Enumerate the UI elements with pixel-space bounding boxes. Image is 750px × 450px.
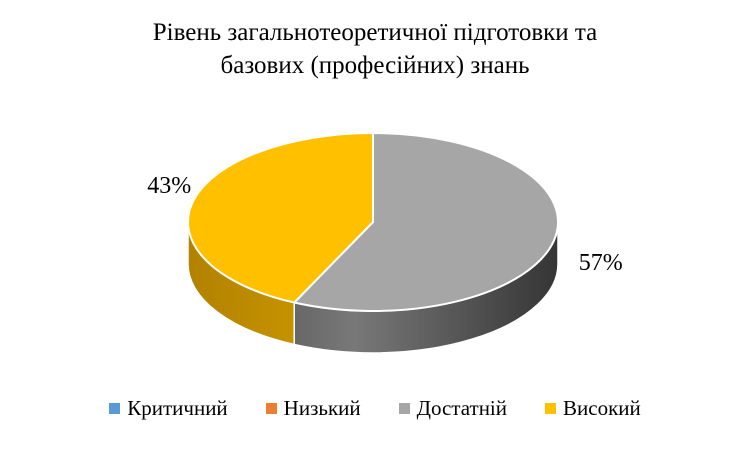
legend-label: Низький bbox=[283, 396, 361, 420]
chart-title: Рівень загальнотеоретичної підготовки та… bbox=[0, 16, 750, 82]
legend-item-1: Низький bbox=[265, 396, 361, 421]
chart-title-line2: базових (професійних) знань bbox=[220, 52, 530, 79]
legend-item-0: Критичний bbox=[109, 396, 228, 421]
legend-swatch bbox=[545, 403, 557, 414]
legend: Критичний Низький Достатній Високий bbox=[0, 396, 750, 421]
pie-slice-3 bbox=[187, 132, 374, 304]
pie-slice-2 bbox=[293, 132, 559, 312]
legend-label: Високий bbox=[563, 396, 641, 420]
legend-item-3: Високий bbox=[545, 396, 641, 421]
legend-label: Критичний bbox=[127, 396, 228, 420]
legend-item-2: Достатній bbox=[398, 396, 508, 421]
data-label: 57% bbox=[579, 250, 623, 276]
legend-swatch bbox=[109, 403, 121, 414]
data-label: 43% bbox=[147, 173, 191, 199]
legend-label: Достатній bbox=[416, 396, 508, 420]
legend-swatch bbox=[398, 403, 410, 414]
legend-swatch bbox=[265, 403, 277, 414]
chart-title-line1: Рівень загальнотеоретичної підготовки та bbox=[152, 19, 598, 46]
